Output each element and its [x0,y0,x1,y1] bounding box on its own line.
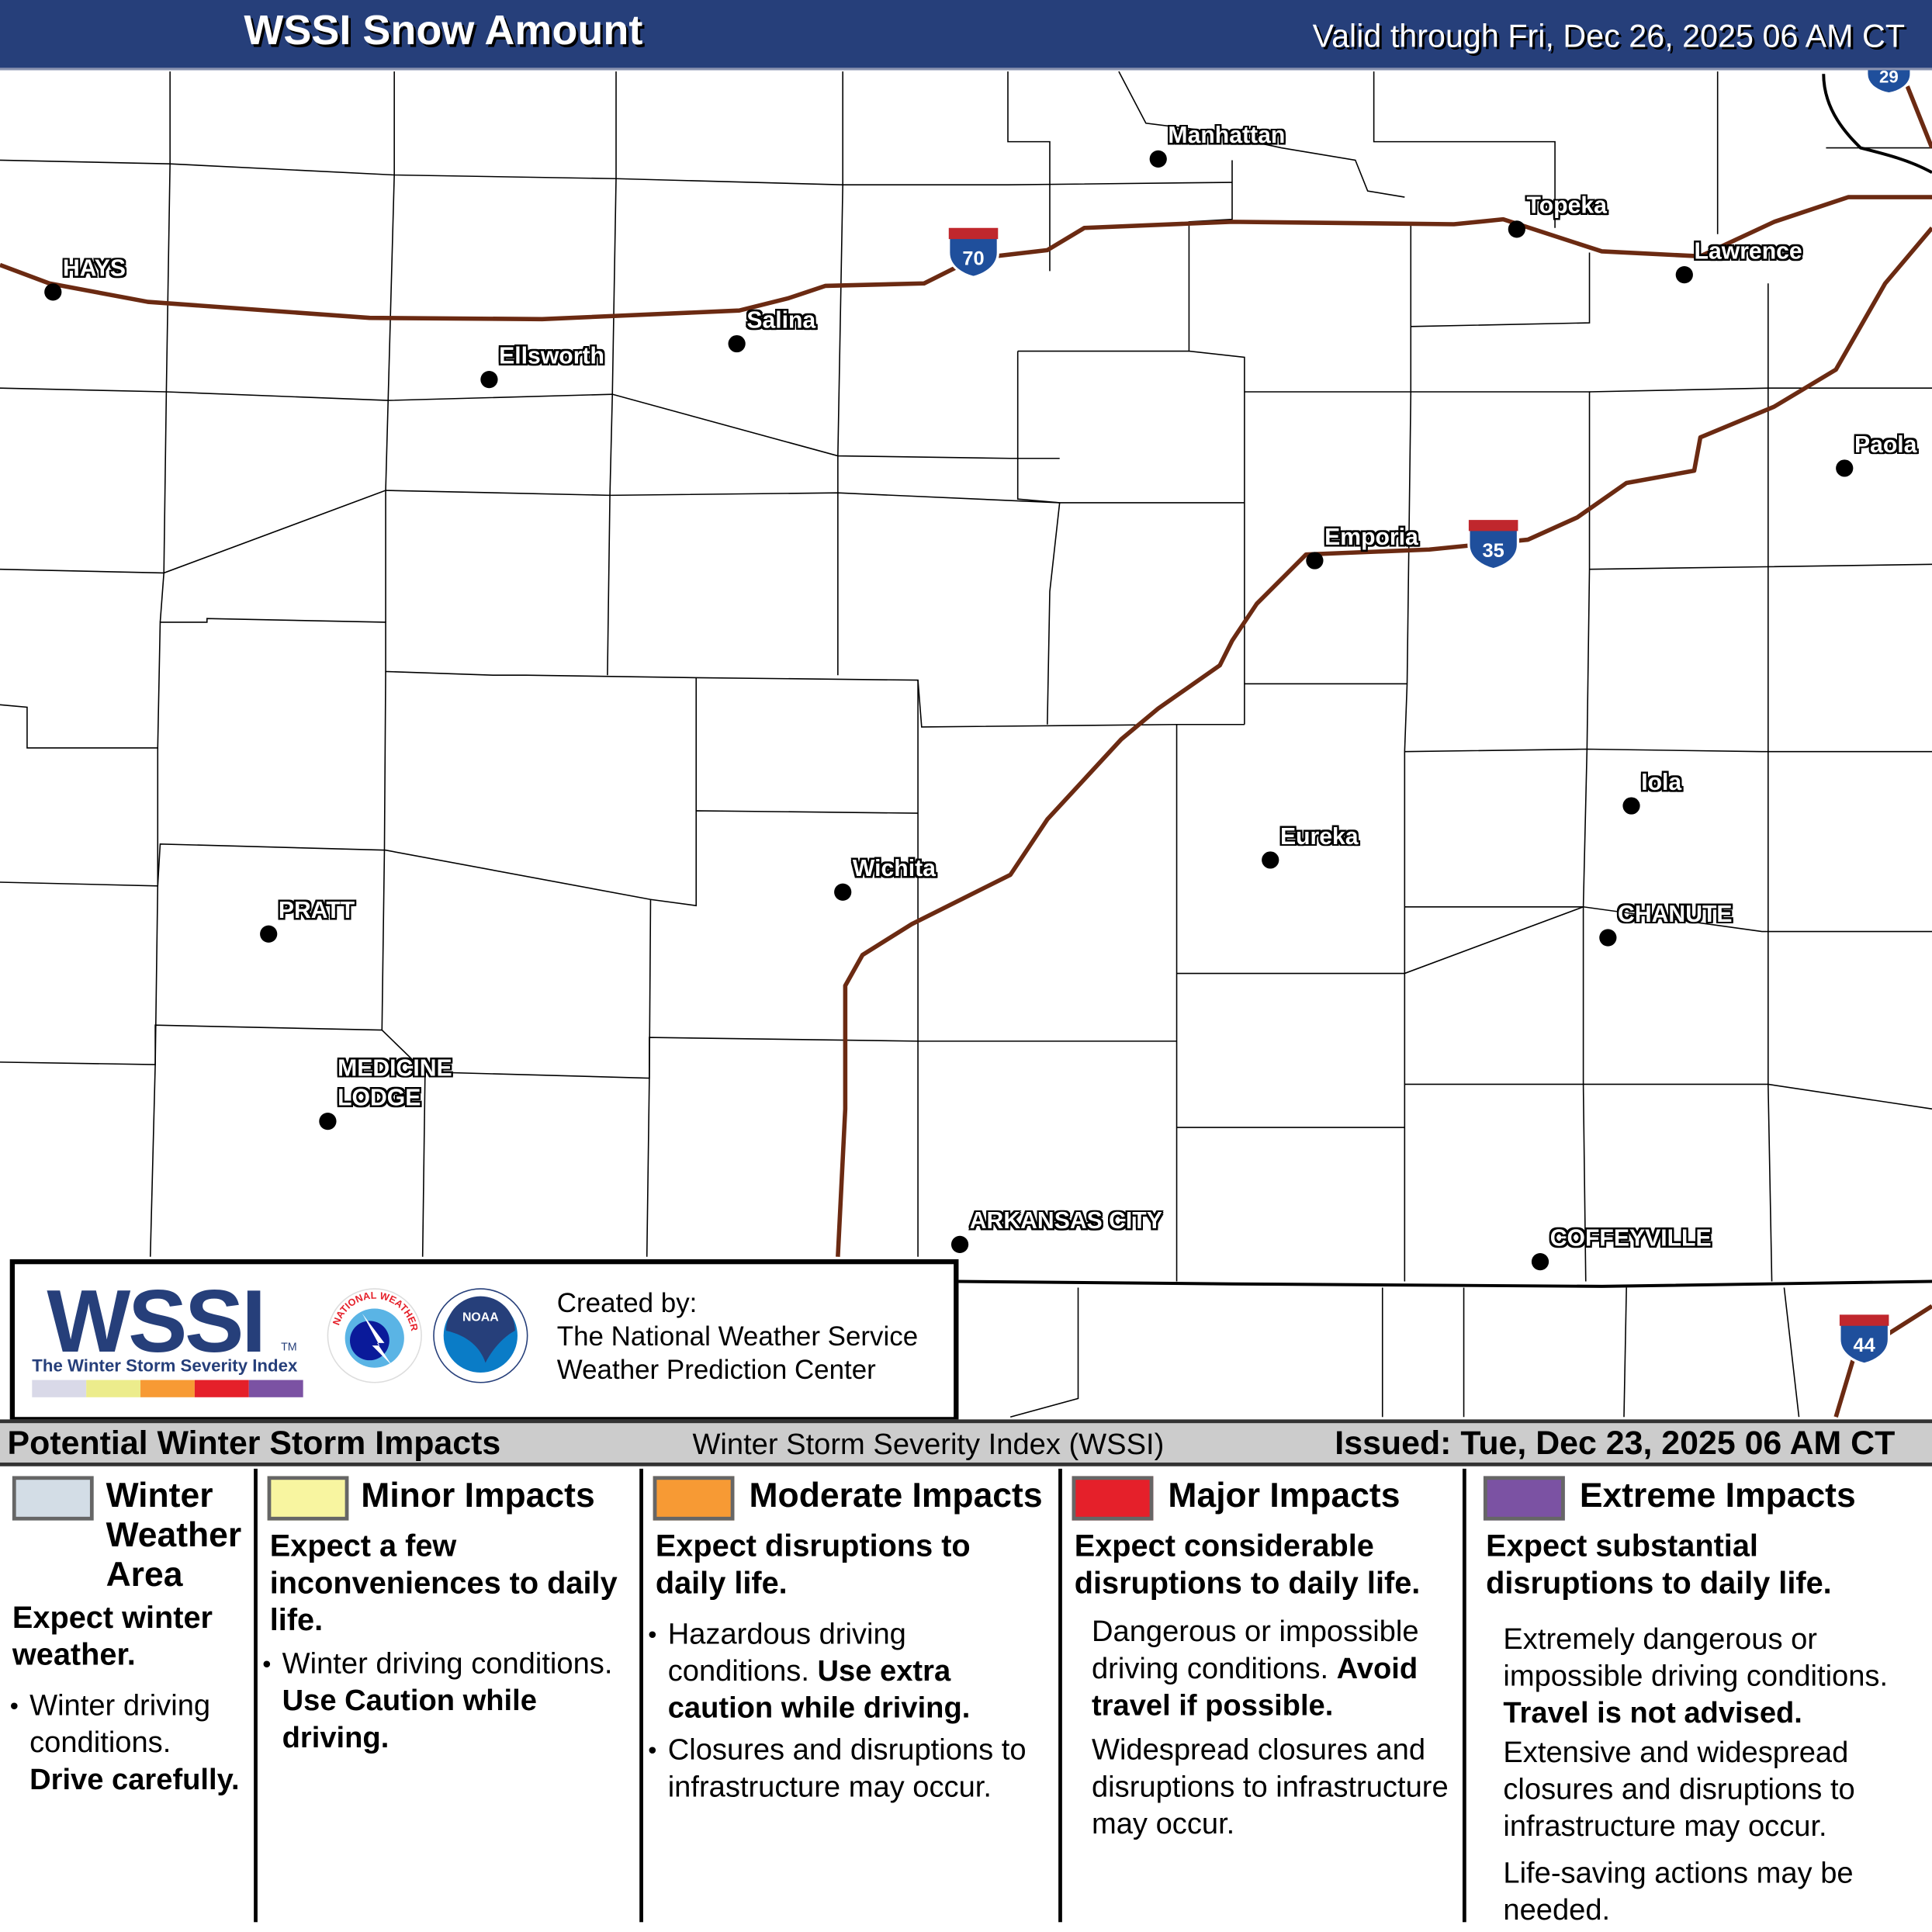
state-border-ok [954,1279,1932,1288]
city-dot [1306,552,1324,570]
i29-shield: 29 [1865,70,1913,95]
i44-shield: 44 [1838,1313,1891,1366]
color-strip-1 [32,1380,87,1397]
color-strip-3 [140,1380,195,1397]
i70-road [0,195,1932,322]
org-nws: The National Weather Service [556,1321,919,1352]
winter-weather-swatch [12,1476,94,1521]
interstate-shields: 70 35 44 29 [947,70,1913,1366]
legend-title-bar: Potential Winter Storm Impacts Winter St… [0,1419,1932,1466]
legend-title: Potential Winter Storm Impacts [7,1424,501,1462]
created-by-label: Created by: [556,1287,698,1319]
legend-divider [1462,1468,1466,1923]
city-dot [480,370,498,389]
city-dot [1149,150,1167,168]
city-dot [1675,266,1693,284]
i70-shield: 70 [947,227,999,279]
header-bar: WSSI Snow Amount Valid through Fri, Dec … [0,0,1932,71]
city-dot [1531,1253,1549,1271]
county-borders [0,71,1932,1418]
city-dot [44,283,62,301]
legend-index-name: Winter Storm Severity Index (WSSI) [692,1428,1165,1462]
credits-box: WSSI TM The Winter Storm Severity Index … [9,1259,959,1422]
city-dot [1262,851,1279,869]
created-by: Created by: The National Weather Service… [557,1286,918,1387]
city-dot [1508,220,1525,238]
extreme-swatch [1483,1476,1565,1521]
city-dot [319,1112,337,1130]
city-dot [1622,797,1640,815]
i29-label: 29 [1879,71,1899,87]
city-dot [1599,929,1617,947]
nws-logo-icon: NATIONAL WEATHER SERVICE [325,1286,422,1383]
city-dot [728,334,746,353]
moderate-swatch [653,1476,735,1521]
state-border-ne [1822,74,1932,175]
i44-label: 44 [1854,1335,1875,1356]
city-dot [834,883,852,901]
legend-divider [1058,1468,1062,1923]
i35-shield: 35 [1467,518,1520,571]
i70-label: 70 [962,248,984,269]
svg-text:NOAA: NOAA [462,1311,499,1324]
wssi-logo: WSSI [47,1272,266,1372]
city-dot [1836,459,1854,477]
color-strip-5 [248,1380,303,1397]
wssi-subtitle: The Winter Storm Severity Index [32,1355,298,1376]
minor-swatch [267,1476,349,1521]
major-swatch [1072,1476,1154,1521]
trademark: TM [281,1340,297,1353]
i29-road [1905,85,1932,149]
i35-label: 35 [1483,540,1504,562]
city-dot [950,1235,969,1254]
valid-time: Valid through Fri, Dec 26, 2025 06 AM CT [1312,17,1906,54]
color-strip-2 [86,1380,141,1397]
issued-time: Issued: Tue, Dec 23, 2025 06 AM CT [1335,1424,1896,1462]
noaa-logo-icon: NOAA [433,1288,528,1383]
map-title: WSSI Snow Amount [244,7,643,54]
i35-road [836,226,1932,1257]
county-map: 70 35 44 29 [0,70,1932,1418]
org-wpc: Weather Prediction Center [556,1354,876,1385]
city-dot [260,925,278,943]
interstate-roads [0,85,1932,1418]
color-strip-4 [194,1380,249,1397]
